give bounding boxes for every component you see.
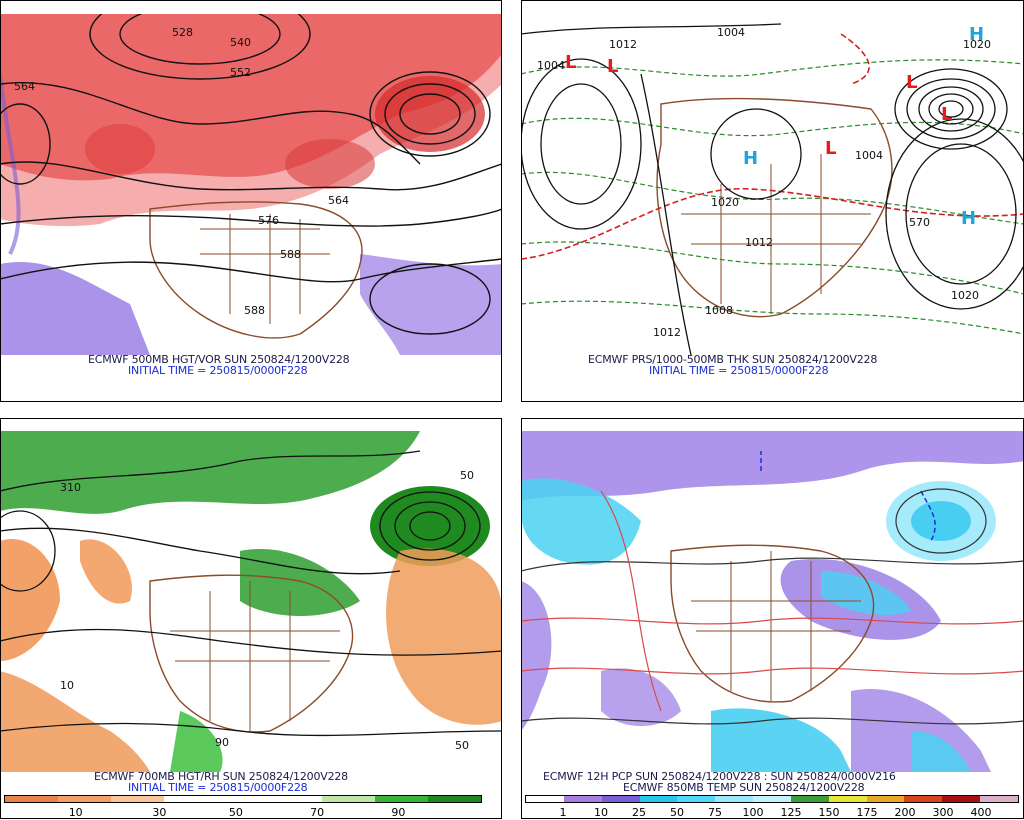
colorbar-swatch	[790, 796, 829, 802]
colorbar-swatch	[639, 796, 678, 802]
colorbar-tick-label: 10	[594, 806, 608, 819]
colorbar-tick-label: 90	[391, 806, 406, 819]
low-pressure-marker: L	[565, 52, 576, 73]
contour-label: 588	[244, 304, 265, 317]
colorbar-tick-label: 10	[68, 806, 83, 819]
colorbar-swatch	[980, 796, 1018, 802]
colorbar-tick-label: 30	[152, 806, 167, 819]
humidity-field: 310 50 10 90 50	[0, 431, 502, 772]
colorbar-swatch	[322, 796, 376, 802]
contour-label: 564	[14, 80, 35, 93]
colorbar-swatch	[269, 796, 323, 802]
colorbar-swatch	[110, 796, 164, 802]
panel-caption: ECMWF 700MB HGT/RH SUN 250824/1200V228	[94, 770, 348, 783]
contour-label: 50	[455, 739, 469, 752]
contour-label: 564	[328, 194, 349, 207]
contour-label: 10	[60, 679, 74, 692]
panel-500mb-hgt-vor: 528 540 552 564 576 588 564 588 ECMWF 50…	[0, 0, 502, 402]
thickness-label: 570	[909, 216, 930, 229]
rh-colorbar	[4, 795, 482, 803]
colorbar-tick-label: 300	[932, 806, 954, 819]
contour-label: 310	[60, 481, 81, 494]
colorbar-swatch	[5, 796, 58, 802]
map-700mb-humidity: 310 50 10 90 50	[0, 431, 502, 772]
colorbar-tick-label: 50	[670, 806, 684, 819]
isobar-label: 1004	[537, 59, 565, 72]
colorbar-tick-label: 25	[632, 806, 646, 819]
contour-label: 90	[215, 736, 229, 749]
colorbar-swatch	[57, 796, 111, 802]
contour-label: 50	[460, 469, 474, 482]
colorbar-tick-label: 125	[780, 806, 802, 819]
pressure-field: L L L L L H H H 1004 1004 1012 1020 1012…	[521, 14, 1024, 355]
colorbar-swatch	[828, 796, 867, 802]
isobar-label: 1004	[717, 26, 745, 39]
isobar-label: 1004	[855, 149, 883, 162]
precip-colorbar-ticks: 1 10 25 50 75 100 125 150 175 200 300 400	[525, 806, 1019, 820]
precip-colorbar	[525, 795, 1019, 803]
isobar-label: 1008	[705, 304, 733, 317]
contour-label: 576	[258, 214, 279, 227]
panel-prs-thk: L L L L L H H H 1004 1004 1012 1020 1012…	[521, 0, 1024, 402]
map-precipitation-temp	[521, 431, 1024, 772]
colorbar-swatch	[866, 796, 905, 802]
isobar-label: 1020	[951, 289, 979, 302]
rh-colorbar-ticks: 10 30 50 70 90	[4, 806, 482, 820]
isobar-label: 1012	[609, 38, 637, 51]
precip-field	[521, 431, 1024, 772]
map-pressure-thickness: L L L L L H H H 1004 1004 1012 1020 1012…	[521, 14, 1024, 355]
colorbar-swatch	[526, 796, 564, 802]
panel-init-time: INITIAL TIME = 250815/0000F228	[128, 781, 308, 794]
high-pressure-marker: H	[969, 24, 984, 45]
low-pressure-marker: L	[941, 104, 952, 125]
low-pressure-marker: L	[607, 56, 618, 77]
contour-label: 588	[280, 248, 301, 261]
panel-caption: ECMWF PRS/1000-500MB THK SUN 250824/1200…	[588, 353, 878, 366]
panel-init-time: INITIAL TIME = 250815/0000F228	[649, 364, 829, 377]
vorticity-field: 528 540 552 564 576 588 564 588	[0, 14, 502, 355]
high-pressure-marker: H	[743, 148, 758, 169]
contour-label: 552	[230, 66, 251, 79]
panel-init-time: INITIAL TIME = 250815/0000F228	[128, 364, 308, 377]
colorbar-swatch	[753, 796, 791, 802]
colorbar-swatch	[677, 796, 716, 802]
colorbar-swatch	[216, 796, 270, 802]
colorbar-swatch	[163, 796, 217, 802]
panel-caption-secondary: ECMWF 850MB TEMP SUN 250824/1200V228	[623, 781, 865, 794]
colorbar-tick-label: 400	[970, 806, 992, 819]
isobar-label: 1020	[711, 196, 739, 209]
colorbar-tick-label: 175	[856, 806, 878, 819]
contour-label: 528	[172, 26, 193, 39]
colorbar-tick-label: 200	[894, 806, 916, 819]
isobar-label: 1020	[963, 38, 991, 51]
low-pressure-marker: L	[906, 72, 917, 93]
colorbar-swatch	[375, 796, 429, 802]
map-500mb-vorticity: 528 540 552 564 576 588 564 588	[0, 14, 502, 355]
isobar-label: 1012	[745, 236, 773, 249]
colorbar-swatch	[942, 796, 981, 802]
contour-label: 540	[230, 36, 251, 49]
colorbar-tick-label: 1	[559, 806, 567, 819]
high-pressure-marker: H	[961, 208, 976, 229]
low-pressure-marker: L	[825, 138, 836, 159]
colorbar-swatch	[601, 796, 640, 802]
panel-caption: ECMWF 500MB HGT/VOR SUN 250824/1200V228	[88, 353, 350, 366]
panel-pcp-temp: ECMWF 12H PCP SUN 250824/1200V228 : SUN …	[521, 418, 1024, 819]
colorbar-tick-label: 100	[742, 806, 764, 819]
colorbar-swatch	[428, 796, 482, 802]
colorbar-tick-label: 50	[228, 806, 243, 819]
colorbar-tick-label: 150	[818, 806, 840, 819]
isobar-label: 1012	[653, 326, 681, 339]
panel-caption: ECMWF 12H PCP SUN 250824/1200V228 : SUN …	[543, 770, 896, 783]
colorbar-swatch	[715, 796, 754, 802]
colorbar-swatch	[904, 796, 943, 802]
colorbar-tick-label: 75	[708, 806, 722, 819]
colorbar-tick-label: 70	[310, 806, 325, 819]
panel-700mb-hgt-rh: 310 50 10 90 50 ECMWF 700MB HGT/RH SUN 2…	[0, 418, 502, 819]
colorbar-swatch	[563, 796, 602, 802]
